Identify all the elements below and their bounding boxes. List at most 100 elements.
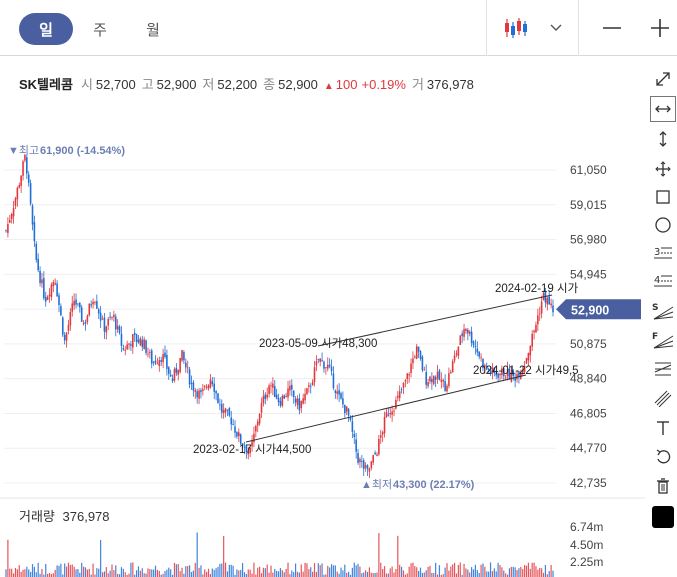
trend-line-lower [245,374,527,443]
horizontal-arrows-icon [655,105,671,113]
tab-month[interactable]: 월 [146,21,160,39]
tab-week[interactable]: 주 [93,21,107,39]
volume-bar [183,573,185,577]
volume-bar [476,570,478,577]
tool-vertical-line[interactable] [650,126,676,152]
candle-body [391,411,393,415]
volume-bar [120,567,123,577]
volume-bar [249,569,251,577]
volume-tick-label: 2.25m [570,555,603,569]
volume-bar [156,569,159,577]
candle-body [60,306,62,316]
candle-body [292,390,295,398]
tool-expand[interactable] [650,66,676,92]
candle-body [379,435,382,438]
volume-bar [406,573,408,577]
volume-bar [255,574,257,577]
candle-body [412,358,414,364]
candle-body [415,346,418,359]
tool-undo[interactable] [650,444,676,470]
candle-body [217,393,219,403]
volume-bar [488,571,490,577]
volume-bar [135,570,138,577]
candle-body [12,208,15,217]
candle-body [378,438,380,455]
candle-body [326,364,329,369]
volume-bar [510,566,512,577]
candle-body [319,358,321,362]
trend-line-upper [317,294,553,347]
volume-bar [419,567,422,577]
zoom-in-button[interactable] [644,10,676,46]
tab-day[interactable]: 일 [19,13,73,45]
candle-body [18,185,21,188]
volume-panel-title: 거래량 376,978 [19,506,110,525]
tool-parallel-lines[interactable] [650,385,676,411]
volume-bar [495,571,497,577]
low-marker-value: 43,300 (22.17%) [393,479,475,491]
zoom-out-button[interactable] [596,10,628,46]
tool-channel[interactable] [650,356,676,382]
candle-body [61,317,64,335]
candle-body [205,386,208,388]
volume-bar [480,564,482,577]
candle-body [194,390,197,392]
candle-body [126,344,128,350]
y-tick-label: 61,050 [570,163,607,177]
tool-delete[interactable] [650,473,676,499]
volume-bar [35,572,37,577]
candle-body [321,359,323,361]
tool-circle[interactable] [650,212,676,238]
volume-bar [260,573,263,577]
volume-bar [332,565,335,577]
candle-body [306,388,308,395]
volume-bar [446,563,448,577]
tool-speed-line-f[interactable]: F [650,327,676,353]
volume-bar [128,573,130,577]
candle-body [158,360,161,367]
tool-text[interactable] [650,415,676,441]
candle-body [226,409,229,411]
volume-bar [302,571,304,577]
volume-bar [251,573,253,577]
candle-body [22,161,24,176]
tool-fibonacci-4[interactable]: 4 [650,268,676,294]
price-chart[interactable]: 6.74m 4.50m 2.25m 61,050 59,015 56,980 54,945 5… [0,140,645,577]
candle-body [489,370,492,374]
candle-body [94,302,96,304]
chart-type-dropdown[interactable] [544,10,568,46]
candle-body [183,352,185,361]
candle-body [510,372,513,382]
chart-type-button[interactable] [498,10,534,46]
volume-bar [143,573,145,577]
tool-rectangle[interactable] [650,184,676,210]
volume-bar [319,565,321,577]
candle-body [71,303,74,312]
candle-body [364,465,367,468]
volume-bar [164,571,166,577]
volume-bar [527,562,529,577]
volume-bar [162,573,164,577]
volume-bar [160,574,162,577]
volume-bar [461,574,463,577]
tool-fibonacci-3[interactable]: 3 [650,240,676,266]
volume-bar [552,570,554,577]
candle-body [493,367,496,373]
tool-color[interactable] [650,504,676,530]
tool-horizontal-line[interactable] [650,96,676,122]
volume-bar [512,566,514,577]
candle-body [234,426,236,433]
volume-bar [26,566,28,577]
candle-body [323,361,325,369]
volume-bar [81,562,83,577]
volume-bar [50,574,53,577]
volume-bar [313,563,316,577]
candle-body [122,348,125,350]
volume-bar [202,574,204,577]
tool-move[interactable] [650,156,676,182]
volume-bar [58,565,60,577]
candle-body [5,230,7,232]
volume-bar [9,568,11,577]
tool-speed-line-s[interactable]: S [650,298,676,324]
channel-lines-icon [654,362,672,376]
